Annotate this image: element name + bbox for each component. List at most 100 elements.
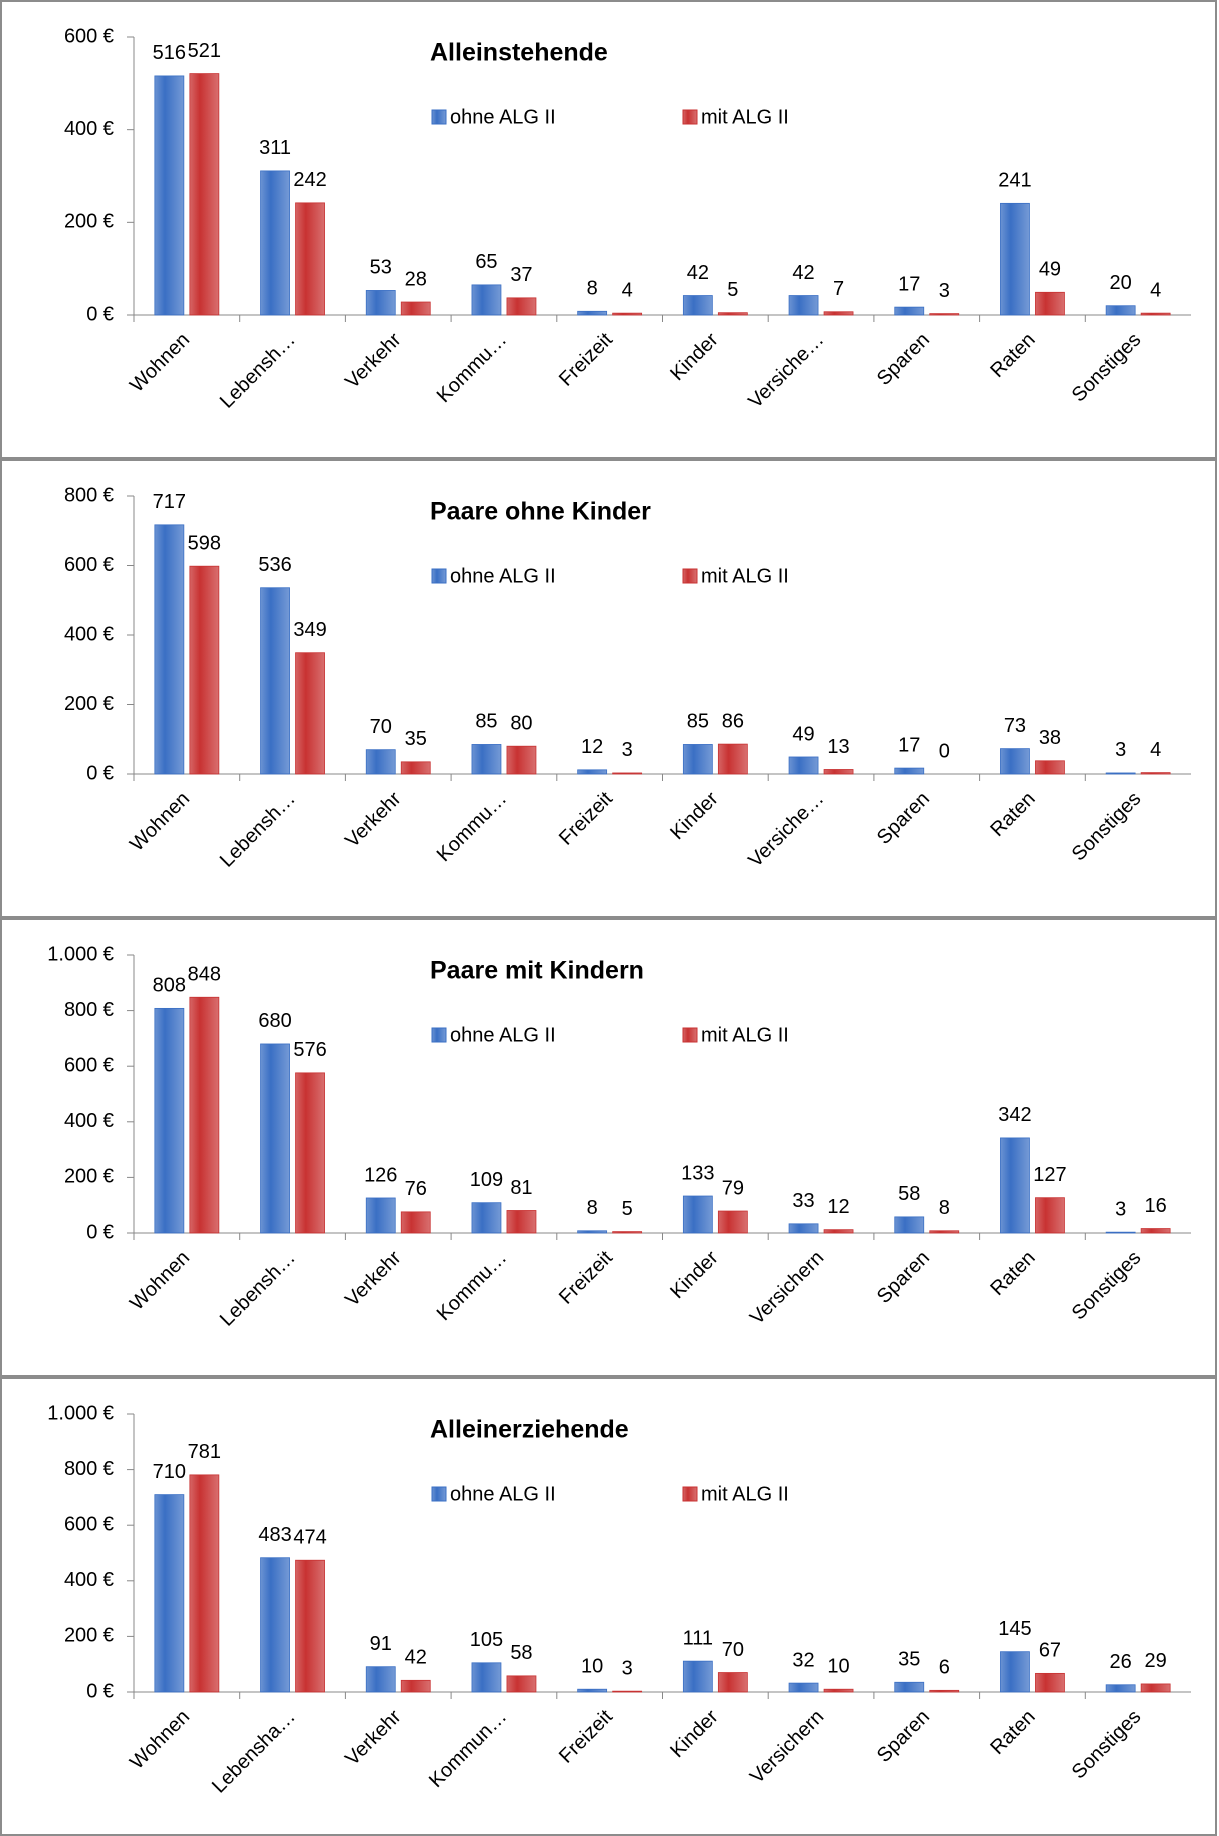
bar	[717, 1210, 748, 1234]
data-label: 67	[1039, 1640, 1061, 1662]
bar	[717, 312, 748, 316]
data-label: 79	[722, 1177, 744, 1199]
data-label: 781	[188, 1441, 221, 1463]
legend-swatch	[682, 109, 698, 125]
data-label: 85	[475, 711, 497, 733]
bar	[260, 1557, 290, 1693]
data-label: 65	[475, 251, 497, 273]
data-label: 576	[293, 1039, 326, 1061]
x-tick-label: Raten	[986, 1706, 1039, 1759]
data-label: 536	[258, 554, 291, 576]
y-tick-label: 800 €	[64, 999, 114, 1021]
bar	[1035, 1197, 1065, 1234]
data-label: 58	[898, 1183, 920, 1205]
data-label: 17	[898, 734, 920, 756]
x-tick-label: Sonstiges	[1068, 1247, 1146, 1325]
bar	[400, 761, 431, 775]
data-label: 32	[792, 1649, 814, 1671]
bar	[577, 1688, 608, 1693]
bar	[682, 1195, 713, 1234]
x-tick-label: Kinder	[666, 1246, 723, 1303]
bar	[1000, 1651, 1030, 1693]
legend-swatch	[431, 1486, 447, 1502]
bar	[1000, 202, 1030, 316]
x-tick-label: Kommun…	[425, 1706, 511, 1792]
bar	[1140, 1228, 1171, 1234]
bar	[823, 769, 854, 775]
bar	[154, 524, 185, 775]
data-label: 5	[622, 1198, 633, 1220]
y-tick-label: 600 €	[64, 25, 114, 47]
x-tick-label: Versichern	[746, 1706, 828, 1788]
x-tick-label: Sonstiges	[1068, 1706, 1146, 1784]
bar	[506, 297, 537, 316]
bar	[612, 772, 643, 775]
legend-swatch	[682, 1027, 698, 1043]
data-label: 3	[1115, 739, 1126, 761]
data-label: 126	[364, 1164, 397, 1186]
x-tick-label: Versiche…	[744, 329, 828, 413]
data-label: 111	[683, 1627, 713, 1649]
x-tick-label: Verkehr	[341, 1246, 406, 1311]
panel-border	[0, 918, 1217, 1377]
x-tick-label: Wohnen	[126, 329, 194, 397]
bar	[1105, 305, 1136, 316]
data-label: 105	[470, 1629, 503, 1651]
bar	[894, 1681, 925, 1693]
data-label: 29	[1145, 1650, 1167, 1672]
chart: 0 € 200 € 400 € 600 € 800 € 1.000 € Paare mit …	[0, 918, 1217, 1377]
bar	[471, 1202, 502, 1234]
legend-swatch	[431, 568, 447, 584]
data-label: 42	[687, 262, 709, 284]
legend-label: mit ALG II	[701, 1483, 789, 1505]
data-label: 42	[405, 1647, 427, 1669]
data-label: 49	[792, 723, 814, 745]
bar	[1035, 760, 1065, 775]
data-label: 717	[153, 491, 186, 513]
data-label: 3	[1115, 1198, 1126, 1220]
data-label: 7	[833, 278, 844, 300]
data-label: 4	[1150, 739, 1161, 761]
data-label: 710	[153, 1461, 186, 1483]
data-label: 342	[998, 1104, 1031, 1126]
bar	[471, 1662, 502, 1693]
bar	[1035, 1672, 1065, 1693]
panel-border	[0, 0, 1217, 459]
data-label: 13	[827, 736, 849, 758]
x-tick-label: Sparen	[873, 1706, 934, 1767]
data-label: 8	[939, 1197, 950, 1219]
data-label: 73	[1004, 715, 1026, 737]
legend-swatch	[682, 1486, 698, 1502]
y-tick-label: 0 €	[86, 1221, 114, 1243]
bar	[682, 1660, 713, 1693]
bar	[894, 1216, 925, 1234]
data-label: 8	[587, 278, 598, 300]
bar	[295, 652, 325, 775]
y-tick-label: 400 €	[64, 118, 114, 140]
x-tick-label: Kommu…	[433, 329, 511, 407]
x-tick-label: Sparen	[873, 788, 934, 849]
data-label: 33	[792, 1190, 814, 1212]
bar	[612, 1690, 643, 1693]
bar	[1140, 772, 1171, 775]
data-label: 85	[687, 711, 709, 733]
data-label: 349	[293, 619, 326, 641]
bar	[189, 1474, 220, 1693]
y-tick-label: 200 €	[64, 1166, 114, 1188]
data-label: 5	[727, 279, 738, 301]
legend-swatch	[431, 1027, 447, 1043]
x-tick-label: Raten	[986, 1247, 1039, 1300]
bar	[365, 749, 396, 775]
chart-title: Paare mit Kindern	[430, 957, 644, 985]
x-tick-label: Freizeit	[555, 787, 617, 849]
data-label: 516	[153, 42, 186, 64]
data-label: 17	[898, 273, 920, 295]
y-tick-label: 0 €	[86, 303, 114, 325]
bar	[1140, 1683, 1171, 1693]
data-label: 35	[405, 728, 427, 750]
x-tick-label: Kommu…	[433, 788, 511, 866]
y-tick-label: 1.000 €	[47, 1402, 114, 1424]
x-tick-label: Raten	[986, 329, 1039, 382]
